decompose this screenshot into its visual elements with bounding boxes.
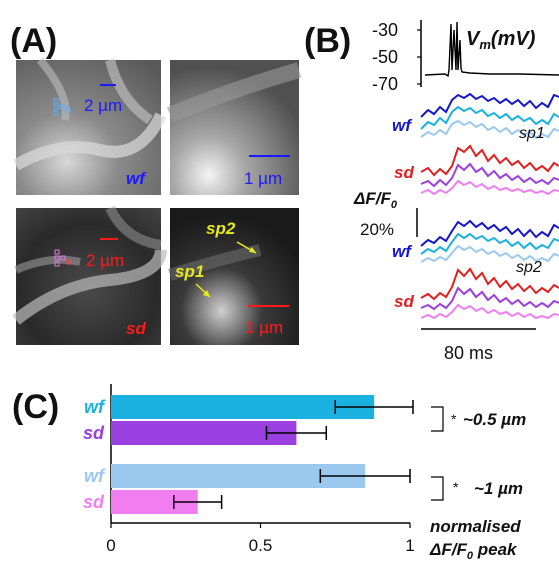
trace-sd-sp2-pink [420, 303, 559, 320]
vm-unit: (mV) [491, 28, 536, 50]
vm-tick-70: -70 [372, 74, 398, 94]
bar-chart: wf sd wf sd 0 0.5 1 [83, 384, 415, 555]
wf-trace-label-2: wf [392, 242, 413, 261]
sp1-annotation: sp1 [175, 262, 204, 281]
sp2-annotation: sp2 [206, 219, 236, 238]
scale-label-2um-wf: 2 µm [84, 96, 122, 115]
x-tick-label-0: 0 [106, 536, 115, 555]
df-subscript: 0 [391, 199, 398, 211]
membrane-potential-trace: -30 -50 -70 Vm(mV) [372, 20, 559, 94]
trace-wf-sp2-cyan [420, 232, 559, 255]
error-bar-3 [173, 495, 223, 509]
x-axis-title: normalised ΔF/F0 peak [429, 517, 521, 562]
micrograph-wf-2um: 2 µm wf [13, 57, 167, 195]
df-label: ΔF/F [353, 189, 392, 208]
vm-subscript: m [479, 37, 491, 52]
bracket-0-5um [431, 406, 444, 432]
panel-c-letter: (C) [12, 388, 59, 426]
error-bar-1 [265, 426, 328, 440]
micrograph-wf-1um: 1 µm [166, 60, 302, 195]
xlabel-subscript: 0 [467, 550, 474, 562]
svg-text:ΔF/F0: ΔF/F0 [353, 189, 398, 211]
svg-text:ΔF/F0 peak: ΔF/F0 peak [429, 540, 518, 562]
sd-image-label: sd [126, 319, 146, 338]
panel-b-letter: (B) [304, 22, 351, 60]
bracket-1um [431, 476, 444, 501]
trace-sd-sp2-purple [420, 286, 559, 311]
x-tick-label-1: 0.5 [249, 536, 273, 555]
bar-sd-1 [111, 421, 297, 445]
xlabel-line1: normalised [430, 517, 521, 536]
wf-trace-label-1: wf [392, 116, 413, 135]
category-label-2: wf [84, 466, 106, 486]
trace-wf-sp1-cyan [420, 105, 559, 130]
trace-wf-sp2-light [420, 244, 559, 263]
time-scale-bar: 80 ms [421, 328, 536, 363]
error-bar-0 [334, 400, 414, 414]
group-label-1um: ~1 µm [474, 479, 523, 498]
bar-wf-0 [111, 395, 375, 419]
sp1-trace-label: sp1 [519, 125, 545, 142]
scale-label-2um-sd: 2 µm [86, 251, 124, 270]
vm-tick-30: -30 [372, 20, 398, 40]
sp2-trace-label: sp2 [516, 259, 542, 276]
trace-sd-sp1-pink [420, 179, 559, 196]
trace-wf-sp1-dark [420, 92, 559, 118]
traces-sp1: wf sp1 sd [392, 92, 559, 196]
xlabel-line2: ΔF/F [429, 540, 468, 559]
df-scale-label: 20% [360, 220, 394, 239]
svg-text:Vm(mV): Vm(mV) [466, 28, 536, 52]
trace-sd-sp1-red [420, 144, 559, 177]
significance-brackets: * ~0.5 µm * ~1 µm [431, 406, 526, 501]
sd-trace-label-1: sd [394, 163, 414, 182]
xlabel-line2-end: peak [473, 540, 518, 559]
x-tick-label-2: 1 [405, 536, 414, 555]
group-label-0-5um: ~0.5 µm [463, 410, 526, 429]
trace-wf-sp1-light [420, 119, 559, 140]
trace-sd-sp1-purple [420, 162, 559, 188]
trace-sd-sp2-red [420, 267, 559, 301]
scale-label-1um-wf: 1 µm [244, 169, 282, 188]
micrograph-sd-1um: 1 µm sp2 sp1 [168, 208, 299, 345]
star-0-5um: * [451, 411, 457, 427]
vm-label: V [466, 28, 481, 50]
sd-trace-label-2: sd [394, 292, 414, 311]
vm-tick-50: -50 [372, 47, 398, 67]
error-bar-2 [319, 469, 411, 483]
category-label-1: sd [83, 423, 105, 443]
micrograph-sd-2um: 2 µm sd [12, 205, 167, 345]
panel-a-letter: (A) [10, 22, 57, 60]
category-label-3: sd [83, 492, 105, 512]
scale-label-1um-sd: 1 µm [245, 318, 283, 337]
star-1um: * [453, 479, 459, 495]
category-label-0: wf [84, 397, 106, 417]
time-scale-label: 80 ms [444, 343, 493, 363]
wf-image-label: wf [126, 169, 147, 188]
traces-sp2: wf sp2 sd [392, 219, 559, 320]
df-scale-bar: ΔF/F0 20% [353, 189, 418, 239]
trace-wf-sp2-dark [420, 219, 559, 247]
